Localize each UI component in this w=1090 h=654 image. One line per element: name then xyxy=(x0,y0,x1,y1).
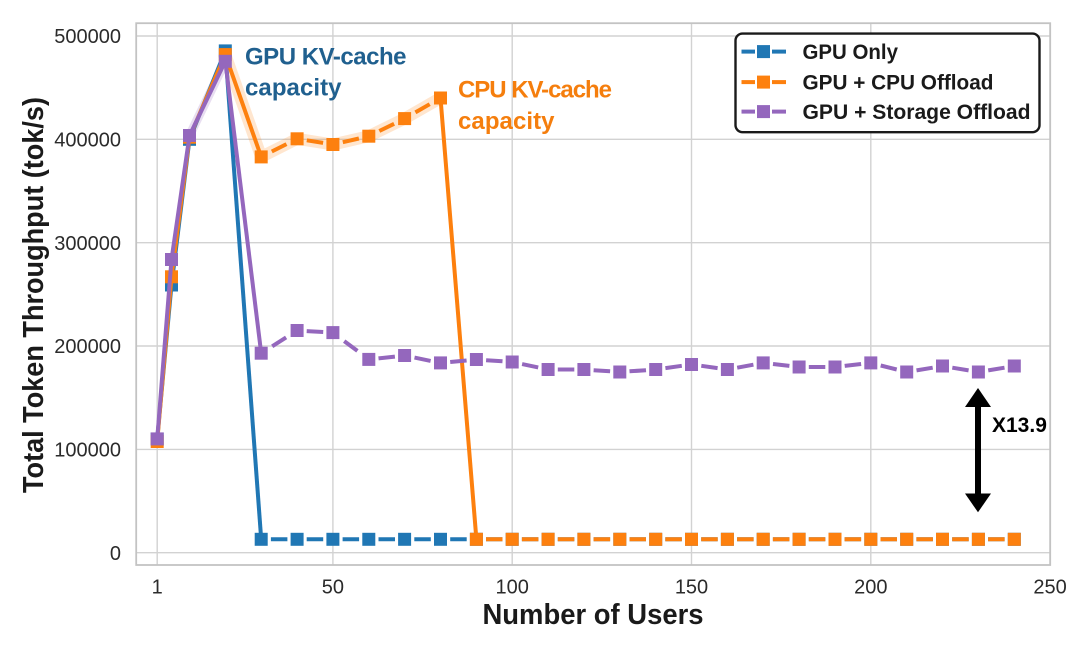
svg-text:300000: 300000 xyxy=(54,233,121,255)
svg-text:50: 50 xyxy=(322,576,344,598)
svg-text:0: 0 xyxy=(110,543,121,565)
svg-text:capacity: capacity xyxy=(458,108,555,135)
svg-text:150: 150 xyxy=(675,576,708,598)
svg-text:GPU KV-cache: GPU KV-cache xyxy=(245,44,407,71)
svg-text:200: 200 xyxy=(854,576,887,598)
svg-text:CPU KV-cache: CPU KV-cache xyxy=(458,77,612,104)
svg-text:X13.9: X13.9 xyxy=(992,414,1047,437)
svg-text:100000: 100000 xyxy=(54,440,121,462)
svg-text:GPU + Storage Offload: GPU + Storage Offload xyxy=(803,100,1031,124)
svg-text:200000: 200000 xyxy=(54,336,121,358)
svg-text:Total Token Throughput (tok/s): Total Token Throughput (tok/s) xyxy=(18,97,50,493)
svg-text:Number of Users: Number of Users xyxy=(483,599,704,631)
svg-text:250: 250 xyxy=(1033,576,1066,598)
svg-text:1: 1 xyxy=(152,576,163,598)
svg-text:GPU Only: GPU Only xyxy=(803,40,899,64)
svg-text:500000: 500000 xyxy=(54,26,121,48)
svg-text:100: 100 xyxy=(496,576,529,598)
svg-text:capacity: capacity xyxy=(245,74,342,101)
svg-text:400000: 400000 xyxy=(54,130,121,152)
svg-text:GPU + CPU Offload: GPU + CPU Offload xyxy=(803,70,994,94)
